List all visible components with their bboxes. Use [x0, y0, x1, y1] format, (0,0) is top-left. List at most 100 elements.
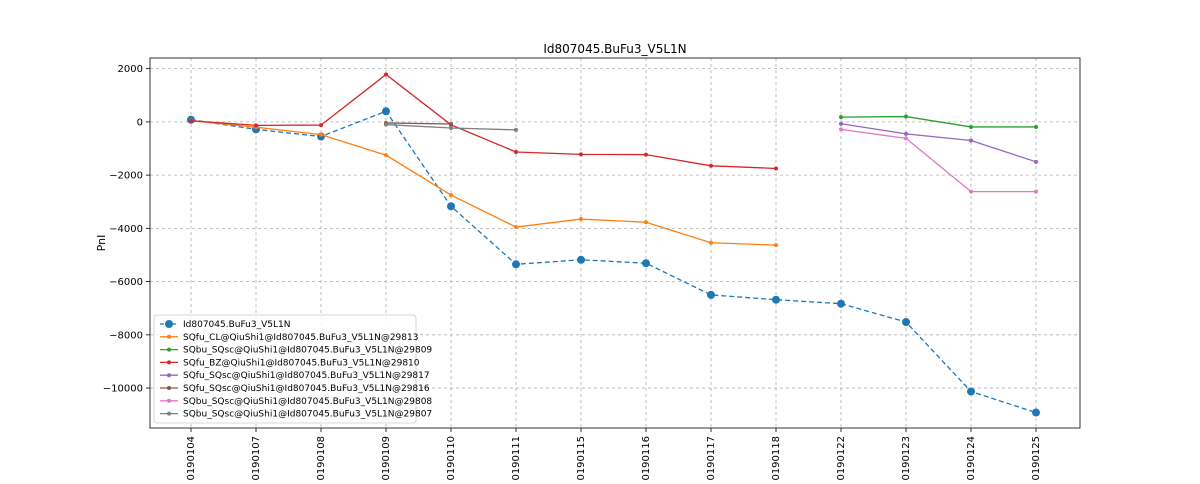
data-point: [449, 193, 453, 198]
chart-title: Id807045.BuFu3_V5L1N: [543, 42, 686, 56]
data-point: [904, 131, 908, 136]
y-tick-label: −4000: [109, 224, 143, 235]
legend-box: [153, 314, 417, 424]
x-tick-label: 20190109: [381, 436, 392, 480]
data-point: [319, 123, 323, 128]
series-group: [187, 72, 1040, 417]
data-point: [642, 259, 650, 268]
series-5: [839, 121, 1038, 164]
data-point: [449, 126, 453, 131]
series-8: [384, 122, 518, 132]
data-point: [384, 72, 388, 77]
data-point: [709, 163, 713, 168]
data-point: [969, 124, 973, 129]
legend-swatch-marker: [167, 347, 171, 352]
data-point: [709, 240, 713, 245]
legend-label: SQfu_CL@QiuShi1@Id807045.BuFu3_V5L1N@298…: [183, 333, 418, 343]
series-line: [840, 128, 1036, 193]
data-point: [839, 121, 843, 126]
data-point: [577, 255, 585, 264]
data-point: [772, 295, 780, 304]
x-tick-label: 20190117: [706, 436, 717, 480]
data-point: [837, 299, 845, 308]
data-point: [319, 132, 323, 137]
y-tick-label: −2000: [109, 171, 143, 182]
legend-swatch-marker: [167, 334, 171, 339]
y-tick-label: −8000: [109, 330, 143, 341]
data-point: [969, 189, 973, 194]
data-point: [902, 318, 910, 327]
data-point: [447, 202, 455, 211]
data-point: [254, 123, 258, 128]
series-line: [190, 73, 777, 170]
data-point: [514, 127, 518, 132]
series-1: [187, 107, 1040, 417]
series-2: [189, 118, 778, 248]
data-point: [644, 220, 648, 225]
series-line: [840, 123, 1037, 163]
data-point: [449, 122, 453, 127]
legend-label: Id807045.BuFu3_V5L1N: [183, 320, 290, 330]
grid: [150, 58, 1080, 428]
x-tick-label: 20190108: [316, 436, 327, 480]
data-point: [384, 153, 388, 158]
data-point: [839, 115, 843, 120]
data-point: [904, 136, 908, 141]
x-tick-label: 20190118: [771, 436, 782, 480]
x-tick-label: 20190124: [966, 436, 977, 480]
x-tick-label: 20190111: [511, 436, 522, 480]
data-point: [579, 217, 583, 222]
series-line: [190, 110, 1037, 414]
data-point: [514, 225, 518, 230]
legend-label: SQfu_SQsc@QiuShi1@Id807045.BuFu3_V5L1N@2…: [183, 371, 430, 381]
series-line: [190, 119, 777, 246]
data-point: [1034, 159, 1038, 164]
data-point: [707, 290, 715, 299]
data-point: [1034, 124, 1038, 129]
data-point: [839, 127, 843, 132]
legend-label: SQbu_SQsc@QiuShi1@Id807045.BuFu3_V5L1N@2…: [183, 397, 432, 407]
data-point: [967, 387, 975, 396]
legend-label: SQbu_SQsc@QiuShi1@Id807045.BuFu3_V5L1N@2…: [183, 410, 432, 420]
series-7: [839, 127, 1038, 194]
legend-swatch-marker: [167, 398, 171, 403]
legend-label: SQfu_SQsc@QiuShi1@Id807045.BuFu3_V5L1N@2…: [183, 384, 430, 394]
x-tick-label: 20190115: [576, 436, 587, 480]
legend-swatch-marker: [165, 320, 173, 328]
x-tick-label: 20190110: [446, 436, 457, 480]
series-3: [839, 114, 1038, 129]
data-point: [969, 138, 973, 143]
data-point: [384, 122, 388, 127]
legend-swatch-marker: [167, 386, 171, 390]
series-line: [385, 122, 452, 125]
plot-frame: [149, 57, 1081, 429]
y-axis-label: PnI: [95, 235, 108, 252]
data-point: [1032, 408, 1040, 417]
data-point: [774, 166, 778, 171]
legend-swatch-marker: [167, 411, 171, 416]
legend-label: SQbu_SQsc@QiuShi1@Id807045.BuFu3_V5L1N@2…: [183, 346, 432, 356]
x-tick-label: 20190125: [1031, 436, 1042, 480]
data-point: [514, 149, 518, 154]
x-tick-label: 20190116: [641, 436, 652, 480]
x-tick-label: 20190107: [251, 436, 262, 480]
x-tick-label: 20190123: [901, 436, 912, 480]
data-point: [382, 107, 390, 116]
data-point: [1034, 189, 1038, 194]
data-point: [774, 243, 778, 248]
x-tick-label: 20190104: [186, 436, 197, 480]
y-tick-label: 2000: [118, 64, 143, 75]
series-line: [840, 115, 1036, 128]
x-tick-label: 20190122: [836, 436, 847, 480]
data-point: [904, 114, 908, 119]
y-tick-label: −6000: [109, 277, 143, 288]
legend-swatch-marker: [167, 360, 171, 365]
legend-swatch-marker: [167, 373, 171, 378]
y-tick-label: 0: [137, 117, 143, 128]
legend-label: SQfu_BZ@QiuShi1@Id807045.BuFu3_V5L1N@298…: [183, 358, 420, 368]
data-point: [189, 118, 193, 123]
data-point: [512, 260, 520, 269]
y-tick-label: −10000: [103, 384, 143, 395]
